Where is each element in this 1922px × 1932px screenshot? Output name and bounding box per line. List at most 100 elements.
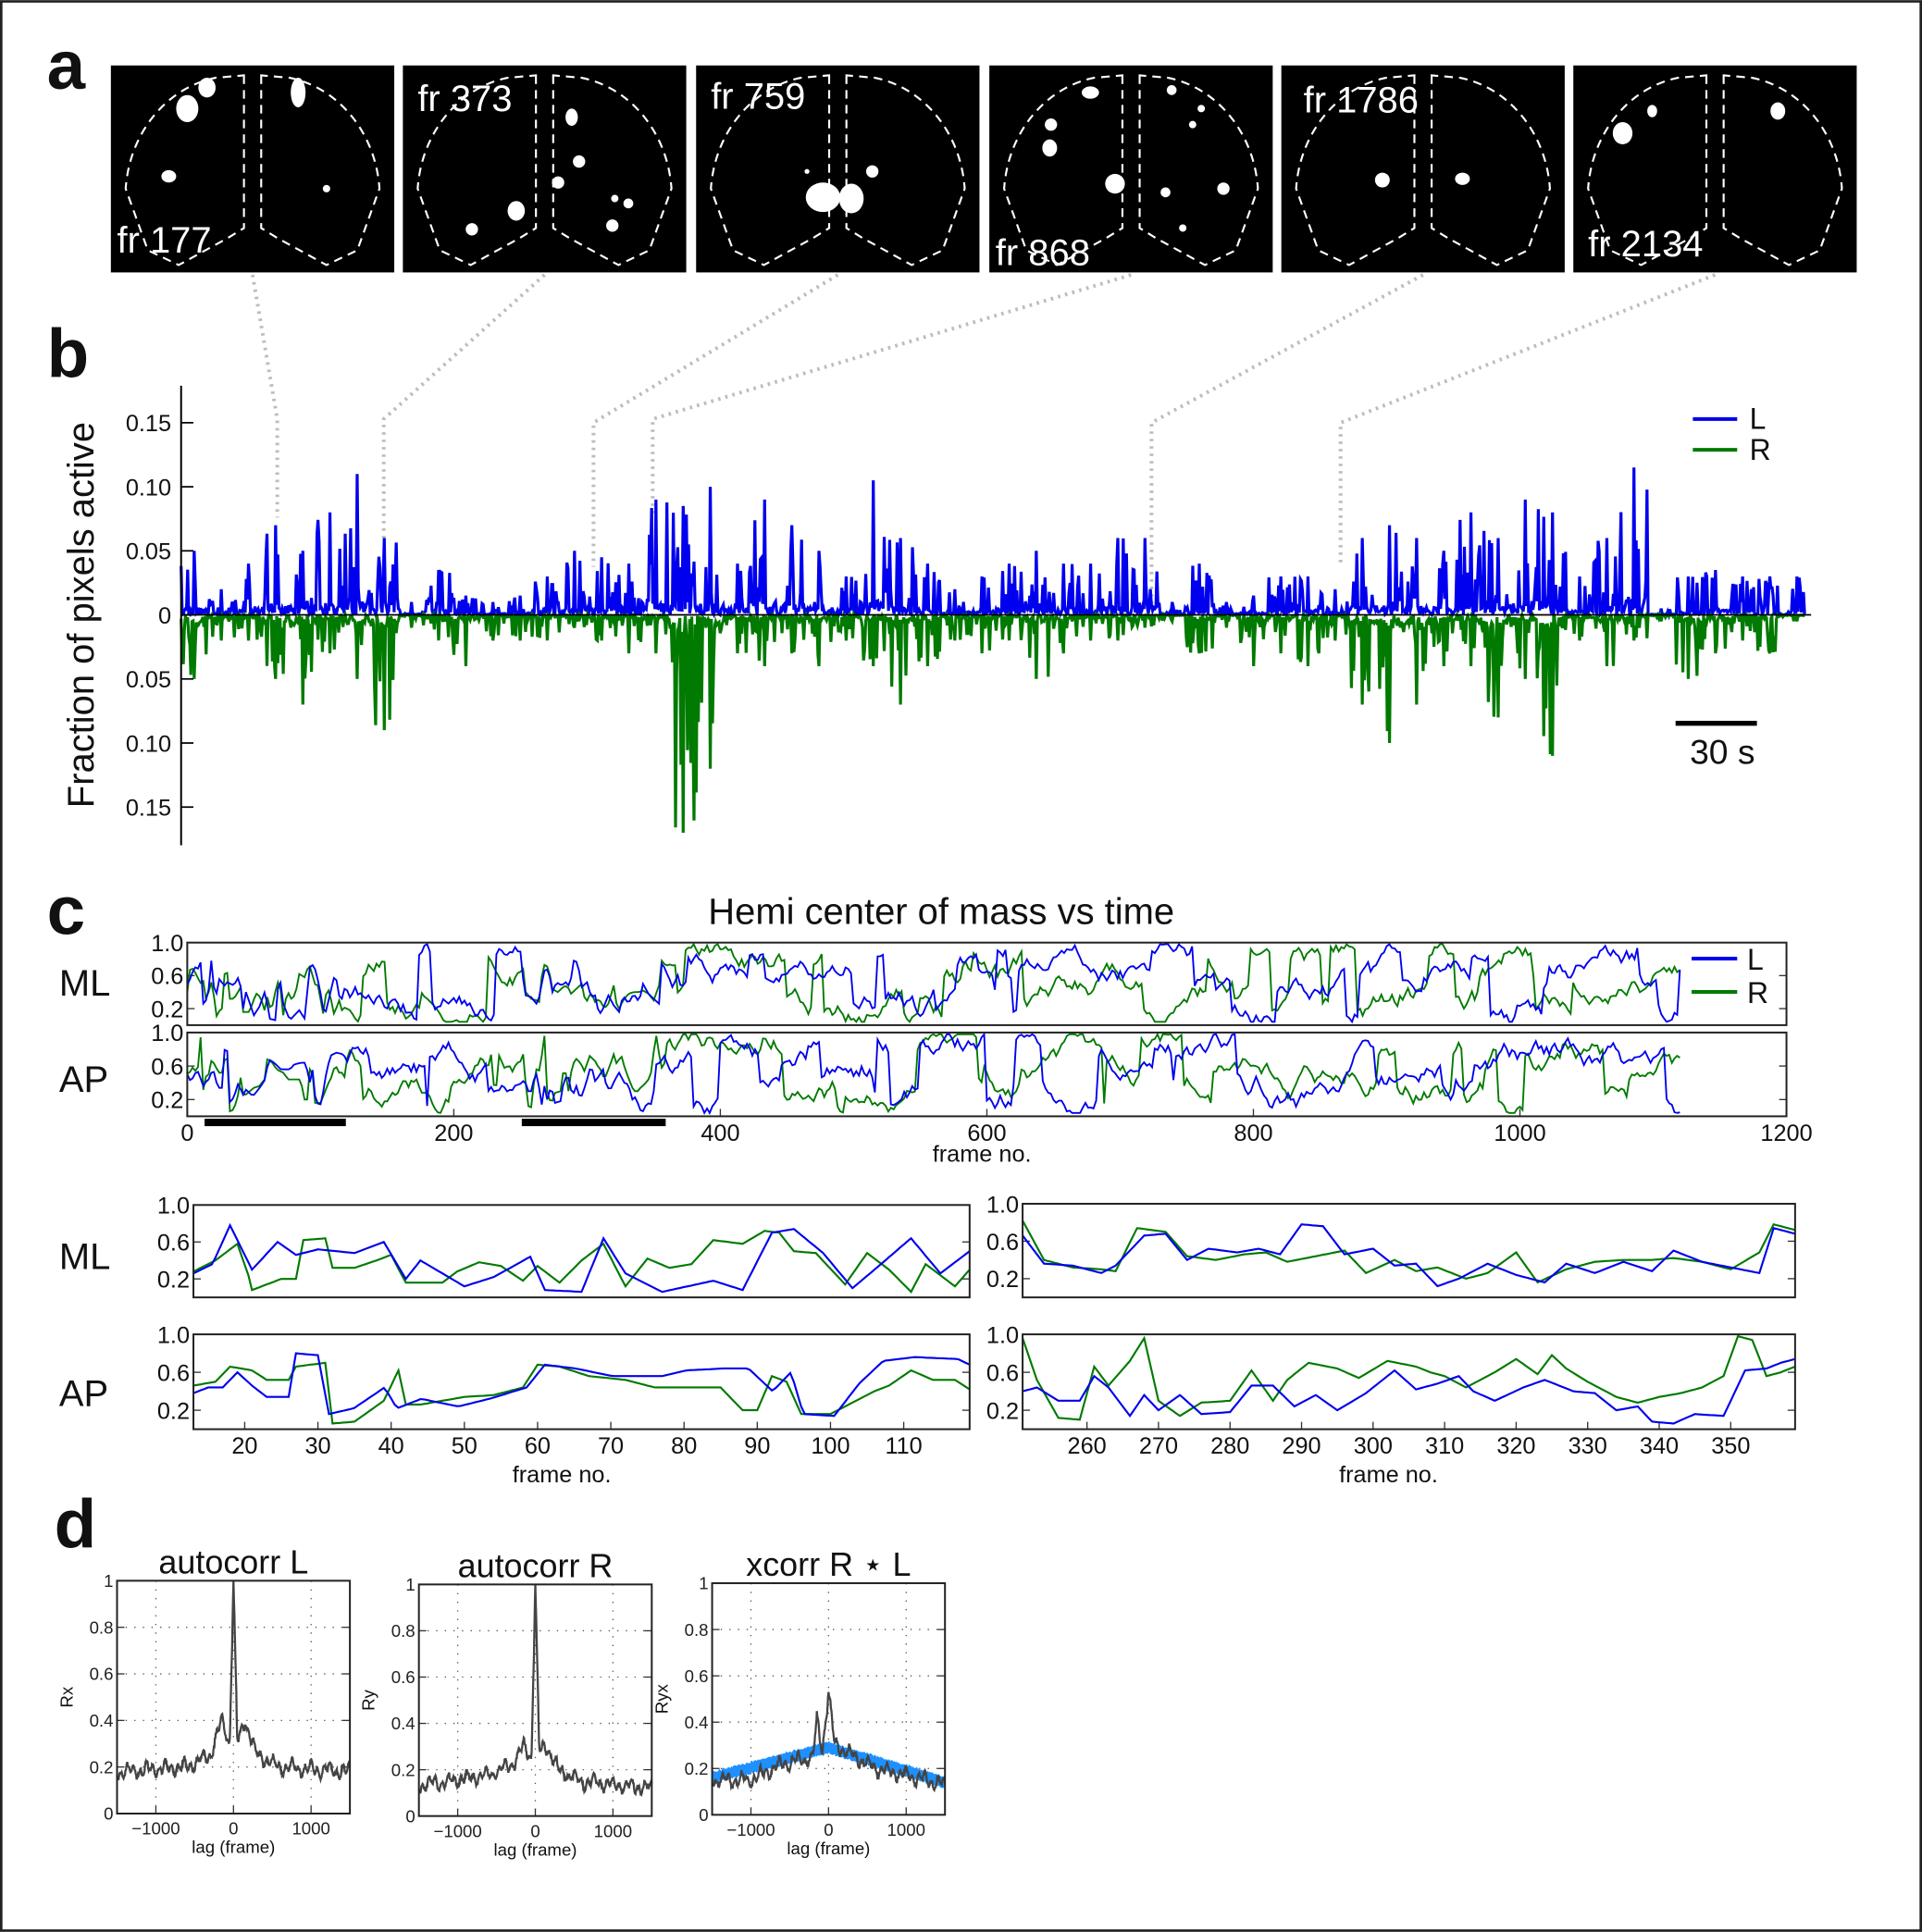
x-tick-label: 80 [671,1433,697,1459]
panel-label-d: d [55,1485,97,1562]
panel-label-c: c [47,872,85,948]
x-tick-label: 40 [378,1433,404,1459]
com-trace-L [1022,1357,1796,1425]
legend-label-L: L [1750,402,1767,436]
y-tick-label: 0.6 [986,1230,1019,1256]
active-region-blob [1179,224,1187,232]
right-hemisphere-outline [1138,74,1259,266]
y-tick-label: 1.0 [151,1021,183,1046]
y-tick-label: 0.8 [685,1620,709,1640]
x-tick-label: 90 [744,1433,770,1459]
left-hemisphere-outline [1587,74,1708,266]
y-tick-label: 1.0 [157,1322,190,1348]
x-tick-label: −1000 [726,1820,775,1839]
x-tick-label: 100 [811,1433,849,1459]
panel-c-title: Hemi center of mass vs time [708,892,1174,933]
x-tick-label: 70 [598,1433,624,1459]
y-tick-label: 1.0 [986,1322,1019,1348]
x-axis-label: lag (frame) [192,1838,275,1857]
right-hemisphere-outline [1722,74,1843,266]
plot-c-ap-full: 1.0 0.6 0.2 0 200 400 600 800 1000 1200 [151,1021,1812,1146]
y-tick-label: 0.2 [685,1759,709,1778]
frame-background [989,65,1273,273]
right-hemisphere-outline [552,74,673,266]
activity-frame-image: fr 373 [403,65,687,273]
active-region-blob [1160,187,1171,198]
axes-frame [1022,1202,1796,1299]
active-region-blob [198,78,216,98]
panel-label-a: a [47,27,86,104]
x-axis-label-left: frame no. [513,1462,612,1488]
x-tick-label: 30 [304,1433,330,1459]
x-tick-label: 200 [434,1121,473,1146]
com-trace-L [186,942,1681,1024]
com-trace-L [186,1032,1680,1115]
x-tick-label: 0 [824,1820,833,1839]
panel-b-activity-plot: Fraction of pixels active 30 s L R 0.15 0… [61,385,1812,846]
x-tick-label: 270 [1139,1433,1178,1459]
x-axis-label: lag (frame) [493,1839,577,1859]
y-tick-label: 0.2 [157,1267,190,1293]
right-hemisphere-outline [845,74,966,266]
active-region-blob [1081,86,1099,99]
subplot-title: autocorr R [458,1546,614,1584]
active-region-blob [161,169,177,183]
com-trace-L [1022,1223,1796,1288]
row-label-ap: AP [59,1059,108,1100]
subplot-title: autocorr L [158,1542,308,1580]
frame-label: fr 759 [711,76,805,117]
axes-frame [186,941,1788,1026]
x-tick-label: 0 [229,1819,238,1839]
axes-frame [116,1579,352,1815]
active-region-blob [804,168,810,174]
frame-background [110,65,395,273]
y-tick-label: 0.6 [685,1666,709,1686]
y-tick-label: 0 [405,1806,415,1826]
x-tick-label: 600 [967,1121,1006,1146]
active-region-blob [291,78,306,108]
active-region-blob [838,183,864,214]
plot-d-autocorr-R: 0 0.2 0.4 0.6 0.8 1 −1000 0 1000 autocorr R Ry lag … [359,1546,653,1859]
y-tick-label: 0.2 [986,1267,1019,1293]
x-tick-label: −1000 [131,1819,180,1839]
active-region-blob [573,155,586,168]
activity-frame-image: fr 177 [110,65,395,273]
active-region-blob [507,201,526,221]
y-tick-label: 0.8 [391,1621,415,1641]
x-tick-label: 1000 [1494,1121,1545,1146]
com-trace-R [192,1230,971,1294]
y-tick-label: 1 [104,1571,113,1591]
x-tick-label: 110 [885,1433,922,1459]
y-tick-label: 0.05 [126,667,171,693]
legend-label-R: R [1750,433,1771,466]
com-trace-L [192,1222,971,1294]
x-tick-label: 310 [1425,1433,1464,1459]
active-region-blob [1166,85,1177,95]
y-tick-label: 0.10 [126,731,171,757]
y-tick-label: 0 [158,603,171,629]
left-hemisphere-outline [124,74,245,266]
activity-frame-image: fr 1786 [1281,65,1565,273]
plot-c-ap-right: 1.0 0.6 0.2 260 270 280 290 300 310 320 330 340 350 [986,1322,1796,1459]
frame-background [403,65,687,273]
x-tick-label: 800 [1234,1121,1272,1146]
x-tick-label: 1200 [1760,1121,1812,1146]
x-tick-label: 330 [1569,1433,1607,1459]
legend-label-L: L [1747,943,1764,976]
x-tick-label: 260 [1068,1433,1107,1459]
active-region-blob [1197,105,1206,113]
panel-a-frames: fr 177 fr 373 fr 759 fr 868 fr 1786 fr 2134 [110,65,1857,273]
active-region-blob [1217,182,1230,195]
x-tick-label: 1000 [291,1819,329,1839]
x-tick-label: 1000 [594,1821,632,1840]
active-region-blob [611,194,619,203]
x-tick-label: −1000 [433,1821,481,1840]
left-hemisphere-outline [1295,74,1416,266]
active-region-blob [322,184,330,192]
y-tick-label: 0.2 [151,1088,183,1114]
legend-label-R: R [1747,976,1768,1009]
y-tick-label: 0.4 [685,1713,709,1732]
left-hemisphere-outline [1003,74,1123,266]
y-tick-label: 1 [405,1575,415,1594]
active-region-blob [1045,118,1058,131]
